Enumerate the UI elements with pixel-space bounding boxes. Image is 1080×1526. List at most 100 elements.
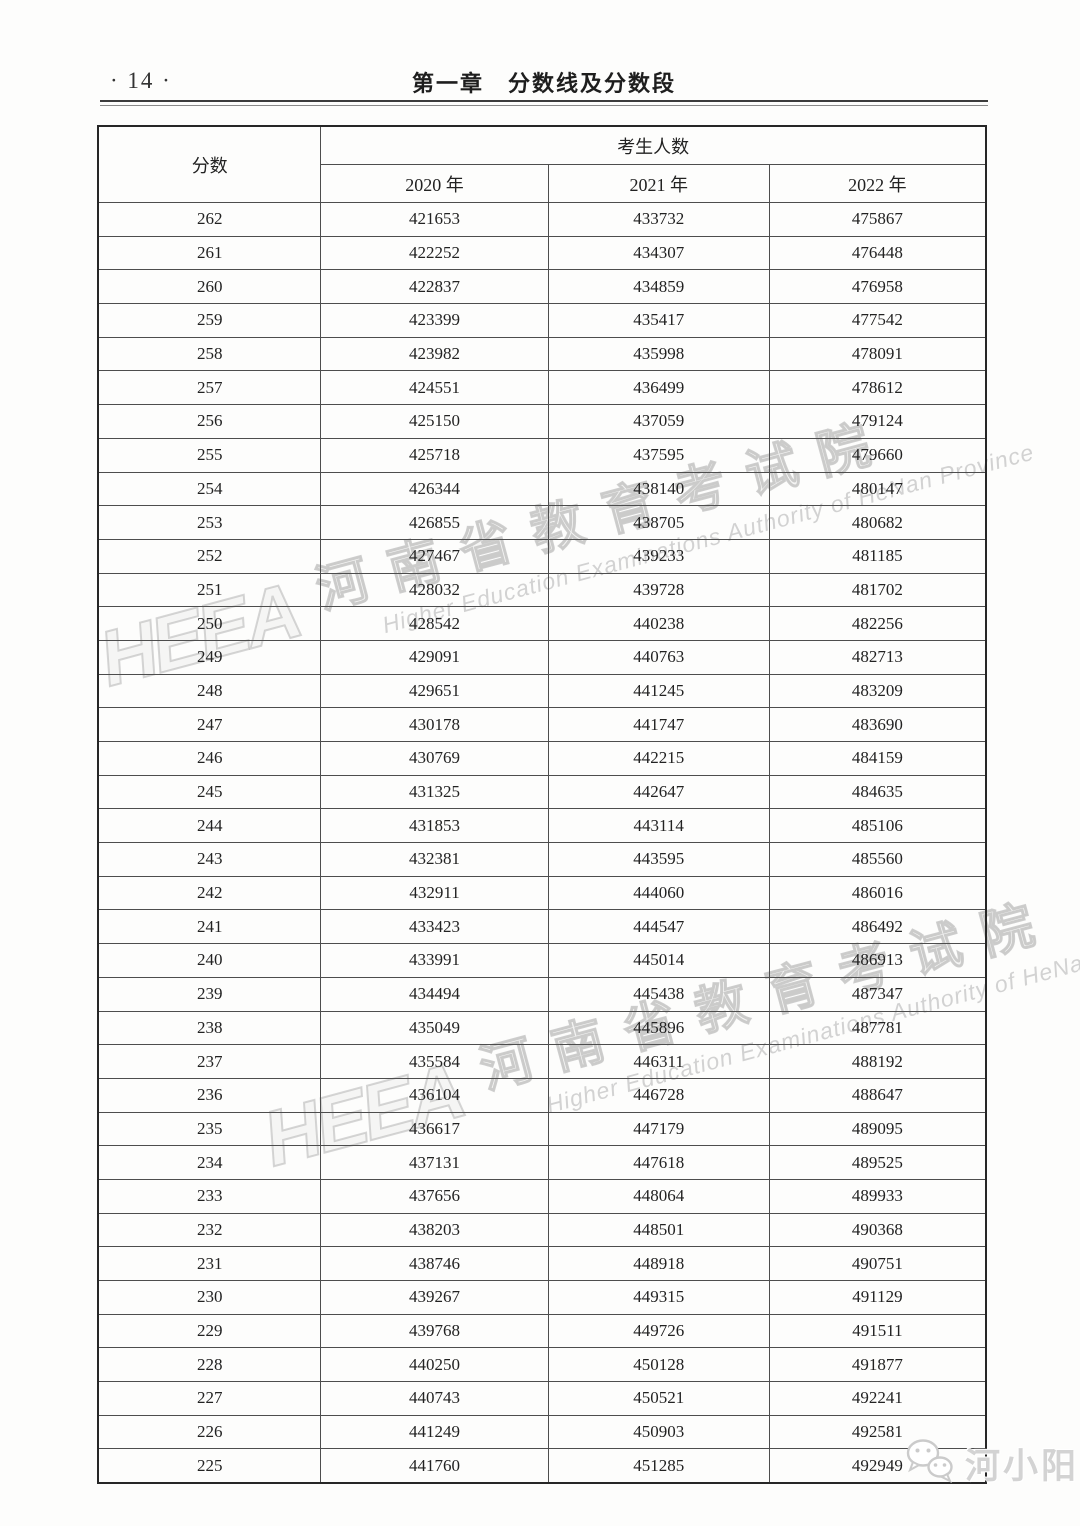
count-cell: 484159 [768, 741, 987, 776]
count-cell: 442215 [547, 741, 770, 776]
count-cell: 435417 [547, 303, 770, 338]
wechat-icon [903, 1436, 957, 1491]
table-row: 229 439768 449726 491511 [97, 1313, 987, 1349]
score-cell: 232 [97, 1212, 322, 1248]
score-cell: 244 [97, 808, 322, 844]
count-cell: 430769 [320, 741, 549, 776]
score-cell: 227 [97, 1381, 322, 1416]
count-cell: 481702 [768, 572, 987, 608]
score-cell: 257 [97, 370, 322, 406]
count-cell: 438203 [320, 1212, 549, 1248]
count-cell: 487347 [768, 976, 987, 1012]
year-2020-header: 2020 年 [320, 164, 549, 203]
score-cell: 230 [97, 1280, 322, 1315]
count-cell: 443595 [547, 842, 770, 877]
table-row: 232 438203 448501 490368 [97, 1212, 987, 1248]
page-number: · 14 · [110, 68, 172, 93]
score-cell: 253 [97, 505, 322, 540]
count-cell: 439233 [547, 538, 770, 574]
table-row: 238 435049 445896 487781 [97, 1010, 987, 1046]
table-row: 250 428542 440238 482256 [97, 606, 987, 641]
score-cell: 258 [97, 336, 322, 372]
count-cell: 492241 [768, 1381, 987, 1416]
table-row: 230 439267 449315 491129 [97, 1280, 987, 1315]
table-row: 261 422252 434307 476448 [97, 235, 987, 271]
account-watermark: 河小阳 [903, 1436, 1079, 1491]
score-cell: 226 [97, 1414, 322, 1450]
score-cell: 237 [97, 1044, 322, 1079]
score-cell: 245 [97, 774, 322, 810]
count-cell: 448501 [547, 1212, 770, 1248]
count-cell: 441245 [547, 673, 770, 709]
score-table-head: 分数 考生人数 2020 年 2021 年 2022 年 [97, 125, 987, 203]
count-cell: 436617 [320, 1111, 549, 1147]
count-cell: 448064 [547, 1178, 770, 1214]
count-cell: 480147 [768, 471, 987, 507]
score-cell: 255 [97, 437, 322, 473]
table-row: 237 435584 446311 488192 [97, 1044, 987, 1079]
count-cell: 422252 [320, 235, 549, 271]
table-row: 252 427467 439233 481185 [97, 538, 987, 574]
count-cell: 421653 [320, 202, 549, 237]
count-cell: 444547 [547, 909, 770, 945]
count-cell: 440763 [547, 639, 770, 675]
score-table: 分数 考生人数 2020 年 2021 年 2022 年 262 421653 43… [97, 125, 987, 1485]
count-cell: 435584 [320, 1044, 549, 1079]
score-cell: 262 [97, 202, 322, 237]
count-cell: 439728 [547, 572, 770, 608]
count-cell: 445438 [547, 976, 770, 1012]
count-cell: 446728 [547, 1077, 770, 1113]
score-table-body: 262 421653 433732 475867 261 422252 434307 4764… [97, 202, 987, 1484]
count-cell: 436104 [320, 1077, 549, 1113]
count-cell: 429091 [320, 639, 549, 675]
score-cell: 254 [97, 471, 322, 507]
count-cell: 479124 [768, 404, 987, 439]
table-row: 259 423399 435417 477542 [97, 303, 987, 338]
table-row: 242 432911 444060 486016 [97, 875, 987, 911]
table-row: 226 441249 450903 492581 [97, 1414, 987, 1450]
count-cell: 443114 [547, 808, 770, 844]
count-cell: 426344 [320, 471, 549, 507]
header-rule [100, 100, 988, 106]
count-cell: 481185 [768, 538, 987, 574]
count-cell: 491129 [768, 1280, 987, 1315]
table-row: 258 423982 435998 478091 [97, 336, 987, 372]
year-2022-header: 2022 年 [768, 164, 987, 203]
score-cell: 228 [97, 1347, 322, 1383]
count-cell: 430178 [320, 707, 549, 742]
count-cell: 489933 [768, 1178, 987, 1214]
count-cell: 423399 [320, 303, 549, 338]
count-cell: 478091 [768, 336, 987, 372]
table-row: 255 425718 437595 479660 [97, 437, 987, 473]
count-cell: 491877 [768, 1347, 987, 1383]
count-cell: 422837 [320, 269, 549, 305]
score-cell: 236 [97, 1077, 322, 1113]
count-cell: 435998 [547, 336, 770, 372]
count-cell: 432911 [320, 875, 549, 911]
count-cell: 444060 [547, 875, 770, 911]
table-row: 247 430178 441747 483690 [97, 707, 987, 742]
count-cell: 433423 [320, 909, 549, 945]
count-cell: 445014 [547, 943, 770, 978]
score-cell: 251 [97, 572, 322, 608]
table-row: 244 431853 443114 485106 [97, 808, 987, 844]
count-cell: 450521 [547, 1381, 770, 1416]
count-cell: 487781 [768, 1010, 987, 1046]
score-cell: 233 [97, 1178, 322, 1214]
table-row: 249 429091 440763 482713 [97, 639, 987, 675]
count-cell: 476448 [768, 235, 987, 271]
score-cell: 246 [97, 741, 322, 776]
count-cell: 423982 [320, 336, 549, 372]
score-cell: 235 [97, 1111, 322, 1147]
table-row: 234 437131 447618 489525 [97, 1145, 987, 1180]
count-cell: 488192 [768, 1044, 987, 1079]
count-cell: 434307 [547, 235, 770, 271]
score-cell: 259 [97, 303, 322, 338]
score-cell: 242 [97, 875, 322, 911]
count-cell: 492581 [768, 1414, 987, 1450]
count-cell: 440250 [320, 1347, 549, 1383]
count-cell: 491511 [768, 1313, 987, 1349]
count-cell: 433732 [547, 202, 770, 237]
table-row: 248 429651 441245 483209 [97, 673, 987, 709]
score-cell: 247 [97, 707, 322, 742]
